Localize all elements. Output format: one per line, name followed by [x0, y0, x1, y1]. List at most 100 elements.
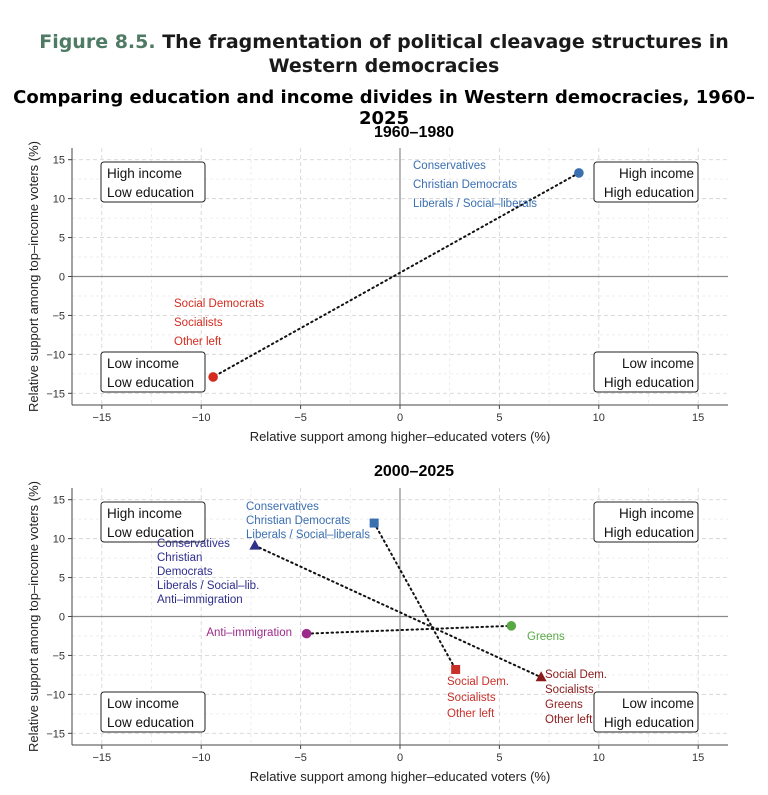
data-point-square — [369, 518, 379, 528]
y-tick-label: 0 — [59, 272, 65, 284]
y-tick-label: 0 — [59, 612, 65, 624]
data-point-label: Conservatives — [246, 501, 319, 513]
quadrant-line1: High income — [619, 166, 694, 181]
data-point-label: Conservatives — [413, 160, 486, 172]
y-tick-label: 5 — [59, 233, 65, 245]
data-point-triangle — [535, 671, 547, 682]
quadrant-box — [593, 501, 699, 543]
x-tick-label: 15 — [692, 412, 704, 424]
y-tick-label: 5 — [59, 573, 65, 585]
y-tick-label: −15 — [46, 728, 65, 740]
quadrant-line1: Low income — [622, 356, 694, 371]
quadrant-box — [593, 691, 699, 733]
figure-number: Figure 8.5. — [39, 31, 156, 53]
x-tick-label: 5 — [496, 752, 502, 764]
quadrant-line1: High income — [619, 506, 694, 521]
connection-line — [253, 544, 543, 679]
x-tick-label: −15 — [92, 752, 111, 764]
main-title: Comparing education and income divides i… — [13, 87, 755, 129]
quadrant-line2: High education — [604, 185, 694, 200]
y-tick-label: −10 — [46, 689, 65, 701]
data-point-label: Other left — [545, 714, 593, 726]
quadrant-label-bottom-left: Low income Low education — [100, 691, 206, 733]
quadrant-box — [100, 351, 206, 393]
quadrant-label-top-left: High income Low education — [100, 161, 206, 203]
data-point-label: Anti–immigration — [157, 594, 243, 606]
figure-title-line2: Western democracies — [268, 55, 500, 77]
x-tick-label: 10 — [593, 412, 605, 424]
quadrant-label-top-left: High income Low education — [100, 501, 206, 543]
x-tick-label: 10 — [593, 752, 605, 764]
data-point-square — [451, 664, 461, 674]
data-point-label: Anti–immigration — [206, 627, 292, 639]
x-tick-label: −10 — [192, 412, 211, 424]
data-point-label: Socialists — [545, 684, 594, 696]
quadrant-label-bottom-left: Low income Low education — [100, 351, 206, 393]
connection-line — [212, 171, 580, 378]
quadrant-box — [100, 501, 206, 543]
data-point-label: Greens — [527, 631, 565, 643]
x-axis-label: Relative support among higher–educated v… — [250, 769, 551, 784]
figure-title: Figure 8.5. The fragmentation of politic… — [0, 30, 768, 78]
quadrant-line1: Low income — [107, 356, 179, 371]
y-tick-label: 15 — [53, 155, 65, 167]
data-point-triangle — [249, 539, 261, 550]
quadrant-line2: High education — [604, 525, 694, 540]
quadrant-box — [593, 351, 699, 393]
data-point-label: Liberals / Social–liberals — [413, 198, 537, 210]
data-point-label: Christian Democrats — [413, 179, 517, 191]
data-point-label: Social Democrats — [174, 298, 264, 310]
y-tick-label: −15 — [46, 388, 65, 400]
quadrant-line1: High income — [107, 166, 182, 181]
quadrant-label-bottom-right: Low income High education — [593, 691, 699, 733]
y-tick-label: 10 — [53, 534, 65, 546]
quadrant-box — [593, 161, 699, 203]
x-tick-label: 0 — [397, 412, 403, 424]
quadrant-line2: Low education — [107, 715, 194, 730]
quadrant-box — [100, 161, 206, 203]
x-tick-label: −15 — [92, 412, 111, 424]
data-point-label: Other left — [174, 336, 222, 348]
x-tick-label: 0 — [397, 752, 403, 764]
quadrant-label-top-right: High income High education — [593, 161, 699, 203]
quadrant-box — [100, 691, 206, 733]
data-point-label: Other left — [447, 708, 495, 720]
quadrant-line2: Low education — [107, 525, 194, 540]
y-tick-label: −5 — [52, 650, 65, 662]
data-point-label: Social Dem. — [545, 669, 607, 681]
data-point-label: Christian Democrats — [246, 515, 350, 527]
connection-line — [373, 522, 457, 671]
data-point-label: Social Dem. — [447, 676, 509, 688]
data-point-label: Democrats — [157, 566, 213, 578]
y-tick-label: −10 — [46, 349, 65, 361]
quadrant-line1: Low income — [622, 696, 694, 711]
x-tick-label: −5 — [294, 752, 307, 764]
x-tick-label: −10 — [192, 752, 211, 764]
quadrant-line2: Low education — [107, 185, 194, 200]
connection-line — [305, 624, 513, 635]
x-axis-label: Relative support among higher–educated v… — [250, 429, 551, 444]
quadrant-label-top-right: High income High education — [593, 501, 699, 543]
y-tick-label: 10 — [53, 194, 65, 206]
data-point-circle — [506, 621, 517, 631]
figure-title-line1: The fragmentation of political cleavage … — [162, 31, 729, 53]
data-point-label: Conservatives — [157, 538, 230, 550]
y-axis-label: Relative support among top–income voters… — [26, 141, 41, 412]
y-tick-label: −5 — [52, 310, 65, 322]
quadrant-line1: Low income — [107, 696, 179, 711]
data-point-circle — [574, 168, 584, 178]
data-point-label: Liberals / Social–liberals — [246, 529, 370, 541]
chart-title: 1960–1980 — [374, 124, 454, 141]
quadrant-line2: High education — [604, 715, 694, 730]
data-point-label: Christian — [157, 552, 202, 564]
data-point-circle — [208, 372, 218, 382]
y-axis-label: Relative support among top–income voters… — [26, 481, 41, 752]
data-point-circle — [301, 628, 312, 639]
quadrant-line1: High income — [107, 506, 182, 521]
chart-title: 2000–2025 — [374, 463, 454, 480]
quadrant-line2: High education — [604, 375, 694, 390]
quadrant-line2: Low education — [107, 375, 194, 390]
chart-panel-1: 1960–1980 −15 −10 −5 0 5 10 15 15 10 5 0 −5 −10 −15 Rel… — [26, 124, 728, 444]
quadrant-label-bottom-right: Low income High education — [593, 351, 699, 393]
